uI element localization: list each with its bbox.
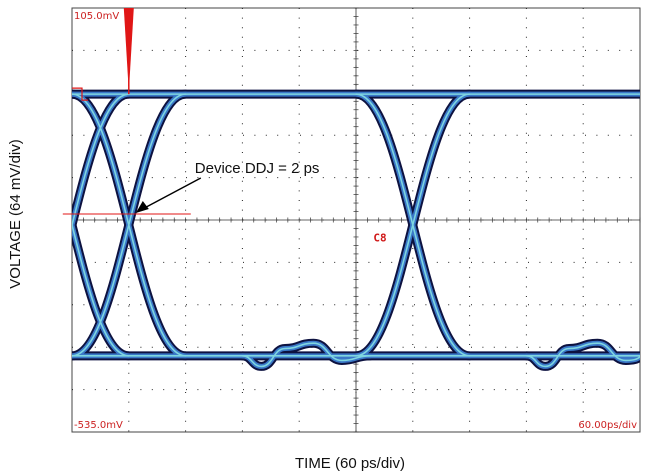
x-axis-label: TIME (60 ps/div) — [295, 455, 405, 472]
marker-label: C8 — [373, 231, 386, 244]
ddj-annotation: Device DDJ = 2 ps — [195, 160, 320, 177]
ripple-trace — [525, 342, 640, 368]
top-voltage-label: 105.0mV — [74, 11, 119, 22]
falling-edge-trace — [72, 221, 130, 357]
ground-marker — [72, 87, 88, 101]
labels: 105.0mV -535.0mV 60.00ps/div C8 Device D… — [7, 11, 637, 472]
grid — [71, 7, 641, 433]
arrow-head — [135, 201, 149, 213]
rising-edge-trace — [355, 93, 471, 357]
markers — [62, 8, 202, 215]
eye-traces — [72, 89, 640, 371]
bottom-voltage-label: -535.0mV — [74, 420, 123, 431]
ripple-trace — [241, 342, 371, 368]
y-axis-label: VOLTAGE (64 mV/div) — [7, 139, 24, 288]
rising-edge-trace — [72, 93, 187, 357]
timebase-label: 60.00ps/div — [578, 420, 637, 431]
rising-edge-trace — [72, 93, 130, 229]
annotation-arrow — [138, 177, 202, 212]
